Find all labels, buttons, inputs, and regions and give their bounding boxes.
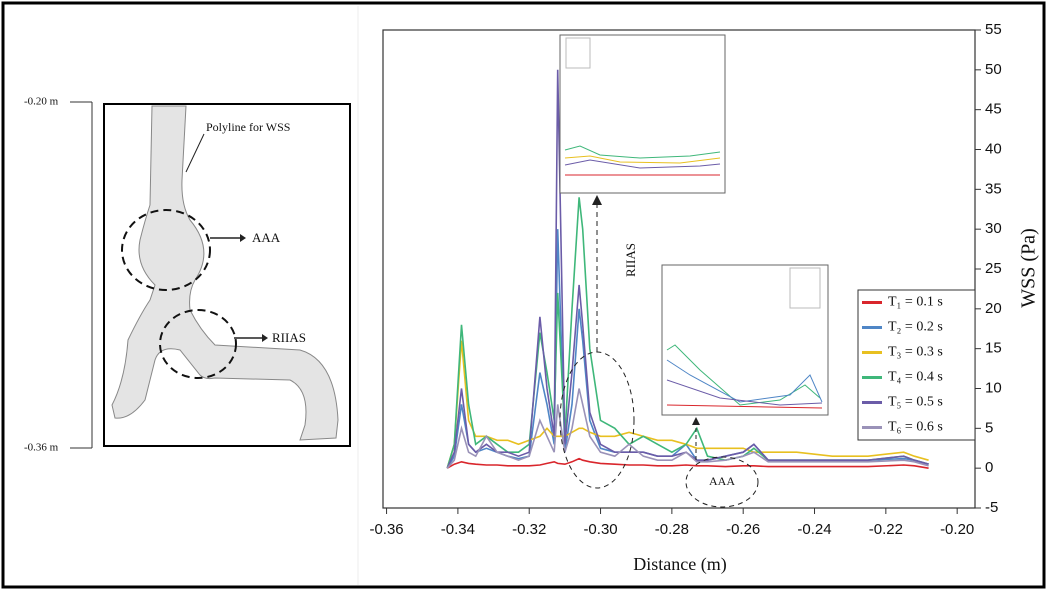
- scale-label: -0.20 m: [24, 96, 59, 108]
- y-tick-label: 35: [985, 180, 1002, 197]
- inset-legend: [565, 37, 591, 69]
- y-tick-label: 55: [985, 21, 1002, 38]
- y-tick-label: 10: [985, 379, 1002, 396]
- vessel: [111, 105, 339, 441]
- pointer: [185, 133, 205, 173]
- aaa-circle: [121, 209, 211, 291]
- series-line: [446, 388, 929, 469]
- y-tick-label: 20: [985, 300, 1002, 317]
- diagram-frame: [103, 103, 351, 447]
- y-tick-label: 5: [985, 419, 993, 436]
- x-tick-label: -0.36: [369, 521, 403, 538]
- y-tick-label: 50: [985, 61, 1002, 78]
- x-tick-label: -0.30: [583, 521, 617, 538]
- series-line: [446, 340, 929, 469]
- inset-line: [666, 404, 823, 409]
- inset: [661, 264, 829, 416]
- aaa-region: [685, 456, 759, 508]
- legend-label: T₅ = 0.5 s: [888, 395, 943, 410]
- inset-line: [564, 155, 721, 164]
- y-tick-label: 0: [985, 459, 993, 476]
- y-tick-label: 40: [985, 140, 1002, 157]
- scale-label: -0.36 m: [24, 442, 59, 454]
- riias-label: RIIAS: [272, 330, 306, 345]
- legend-frame: [857, 289, 976, 441]
- legend-label: T₁ = 0.1 s: [888, 295, 943, 310]
- annotation: AAA: [709, 474, 735, 488]
- x-tick-label: -0.20: [940, 521, 974, 538]
- x-tick-label: -0.24: [797, 521, 831, 538]
- inset-line: [564, 159, 721, 169]
- series-line: [446, 457, 929, 469]
- arrow-head: [692, 417, 700, 425]
- inset-frame: [559, 34, 726, 194]
- chart: -0.36 -0.34 -0.32 -0.30 -0.28 -0.26 -0.24 -0.22…: [369, 21, 1001, 538]
- arrow-head: [240, 234, 246, 242]
- polyline-label: Polyline for WSS: [206, 120, 290, 134]
- y-tick-label: 30: [985, 220, 1002, 237]
- x-tick-label: -0.28: [655, 521, 689, 538]
- aaa-label: AAA: [252, 230, 281, 245]
- legend-label: T₃ = 0.3 s: [888, 345, 943, 360]
- inset-legend: [789, 267, 821, 309]
- y-tick-label: -5: [985, 499, 998, 516]
- arrow-head: [592, 195, 602, 205]
- inset-line: [666, 379, 823, 406]
- x-axis-label: Distance (m): [633, 554, 726, 575]
- x-tick-label: -0.26: [726, 521, 760, 538]
- legend-label: T₄ = 0.4 s: [888, 370, 943, 385]
- x-tick-label: -0.32: [512, 521, 546, 538]
- riias-circle: [159, 309, 237, 379]
- vessel-diagram: -0.20 m -0.36 m Polyline for WSS AAA RII…: [24, 96, 351, 454]
- y-axis-label: WSS (Pa): [1018, 228, 1040, 307]
- inset: [559, 34, 726, 194]
- inset-line: [666, 344, 821, 406]
- y-tick-label: 15: [985, 340, 1002, 357]
- x-tick-label: -0.34: [441, 521, 475, 538]
- inset-line: [666, 359, 823, 403]
- inset-line: [564, 145, 721, 159]
- legend-label: T₆ = 0.6 s: [888, 420, 943, 435]
- y-tick-label: 45: [985, 101, 1002, 118]
- legend-label: T₂ = 0.2 s: [888, 320, 943, 335]
- x-tick-label: -0.22: [869, 521, 903, 538]
- riias-region: [559, 351, 635, 489]
- annotation: RIIAS: [623, 243, 638, 277]
- y-tick-label: 25: [985, 260, 1002, 277]
- inset-frame: [661, 264, 829, 416]
- arrow-head: [262, 334, 268, 342]
